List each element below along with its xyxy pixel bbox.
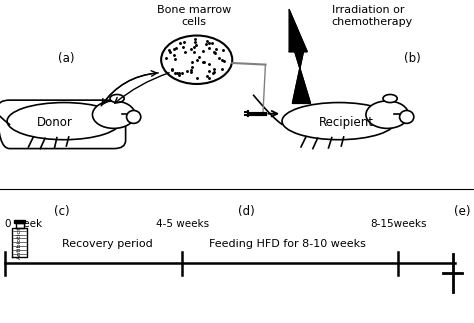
Text: (a): (a)	[58, 52, 74, 65]
Text: 0 week: 0 week	[5, 220, 42, 229]
Text: Recipient: Recipient	[319, 116, 374, 129]
Text: Bone marrow
cells: Bone marrow cells	[157, 5, 231, 27]
Text: (b): (b)	[404, 52, 421, 65]
Polygon shape	[14, 220, 25, 223]
Ellipse shape	[92, 101, 135, 128]
Ellipse shape	[366, 101, 409, 128]
Ellipse shape	[127, 110, 141, 123]
Text: Donor: Donor	[36, 116, 73, 129]
Text: 8-15weeks: 8-15weeks	[370, 220, 427, 229]
Text: (d): (d)	[238, 205, 255, 218]
Polygon shape	[16, 223, 24, 228]
Polygon shape	[12, 228, 27, 257]
Text: Irradiation or
chemotherapy: Irradiation or chemotherapy	[332, 5, 413, 27]
Ellipse shape	[110, 94, 124, 103]
Text: Feeding HFD for 8-10 weeks: Feeding HFD for 8-10 weeks	[209, 239, 365, 249]
Text: Antibiotics: Antibiotics	[17, 226, 22, 259]
Ellipse shape	[282, 103, 396, 140]
Ellipse shape	[400, 110, 414, 123]
Text: Recovery period: Recovery period	[62, 239, 152, 249]
Text: (c): (c)	[54, 205, 69, 218]
Circle shape	[161, 36, 232, 84]
Ellipse shape	[383, 94, 397, 103]
Text: 4-5 weeks: 4-5 weeks	[156, 220, 209, 229]
Ellipse shape	[7, 103, 121, 140]
Polygon shape	[289, 10, 310, 103]
Text: (e): (e)	[454, 205, 470, 218]
